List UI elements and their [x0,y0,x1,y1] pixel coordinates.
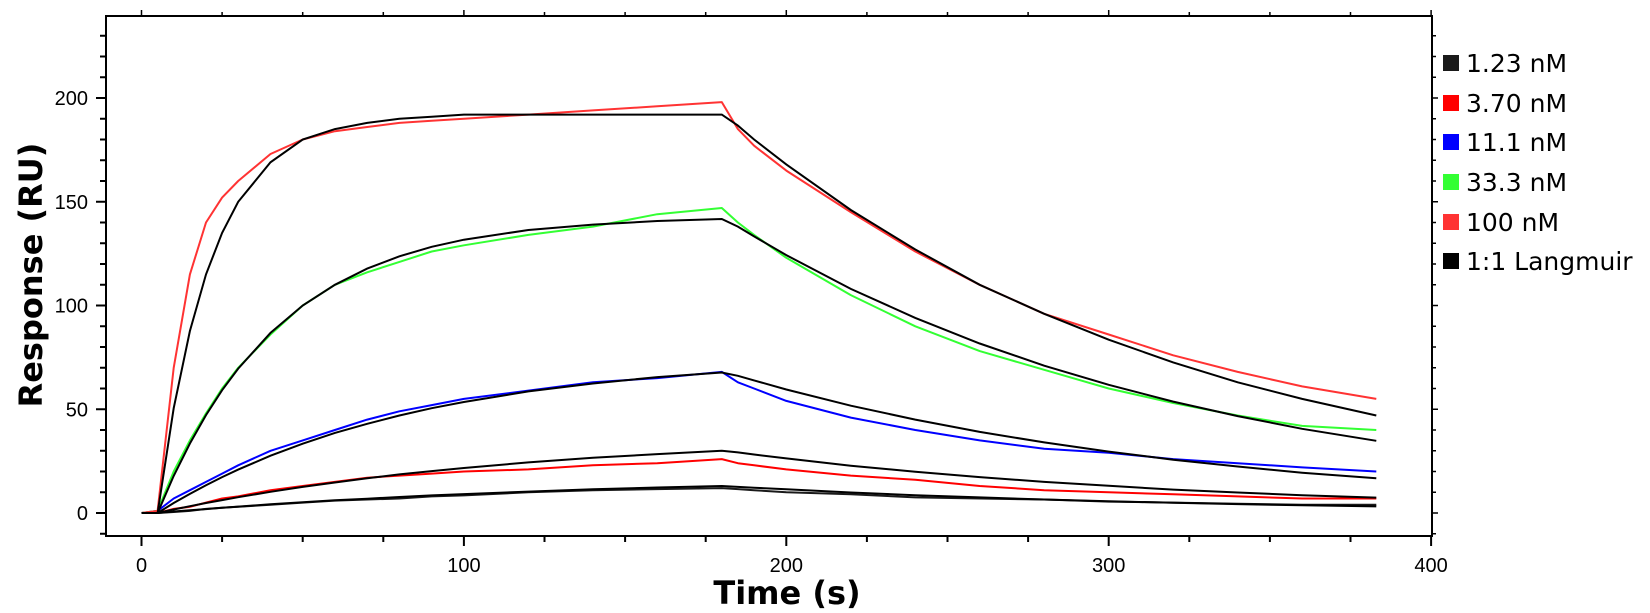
y-tick-label: 100 [55,296,88,318]
x-tick-label: 0 [136,555,147,577]
legend-label: 11.1 nM [1466,128,1567,157]
plot-frame [105,15,1433,537]
legend-item: 11.1 nM [1443,128,1567,157]
x-tick-label: 200 [770,555,803,577]
x-axis-title: Time (s) [713,574,860,612]
x-tick-label: 300 [1092,555,1125,577]
y-tick-label: 50 [66,399,88,421]
legend-swatch [1443,174,1459,190]
fit-curves [141,113,1377,514]
legend-item: 1.23 nM [1443,49,1567,78]
y-tick-label: 200 [55,88,88,110]
fit-curve-langmuir-5 [141,113,1377,514]
series-line-3-70-nm [141,458,1377,514]
fit-curve-langmuir-2 [141,449,1377,514]
x-tick-label: 100 [447,555,480,577]
legend-label: 1:1 Langmuir [1466,247,1633,276]
fit-curve-langmuir-4 [141,217,1377,514]
legend-swatch [1443,134,1459,150]
y-tick-labels: 0 50 100 150 200 [55,88,88,525]
legend-item: 33.3 nM [1443,168,1567,197]
legend-item: 3.70 nM [1443,89,1567,118]
legend-label: 100 nM [1466,208,1559,237]
data-series [141,101,1377,514]
x-tick-labels: 0 100 200 300 400 [136,555,1448,577]
series-line-100-nm [141,101,1377,514]
legend-swatch [1443,95,1459,111]
legend-item: 100 nM [1443,208,1559,237]
legend-swatch [1443,253,1459,269]
fit-curve-langmuir-3 [141,371,1377,514]
legend-label: 33.3 nM [1466,168,1567,197]
fit-curve-langmuir-1 [141,484,1377,514]
y-tick-label: 150 [55,192,88,214]
y-tick-label: 0 [77,503,88,525]
legend-swatch [1443,214,1459,230]
series-line-11-1-nm [141,370,1377,514]
legend-item: 1:1 Langmuir [1443,247,1633,276]
legend: 1.23 nM 3.70 nM 11.1 nM 33.3 nM 100 nM 1:1 La… [1443,49,1633,276]
legend-swatch [1443,55,1459,71]
y-axis-title: Response (RU) [12,143,50,408]
legend-label: 1.23 nM [1466,49,1567,78]
legend-label: 3.70 nM [1466,89,1567,118]
x-tick-label: 400 [1414,555,1447,577]
